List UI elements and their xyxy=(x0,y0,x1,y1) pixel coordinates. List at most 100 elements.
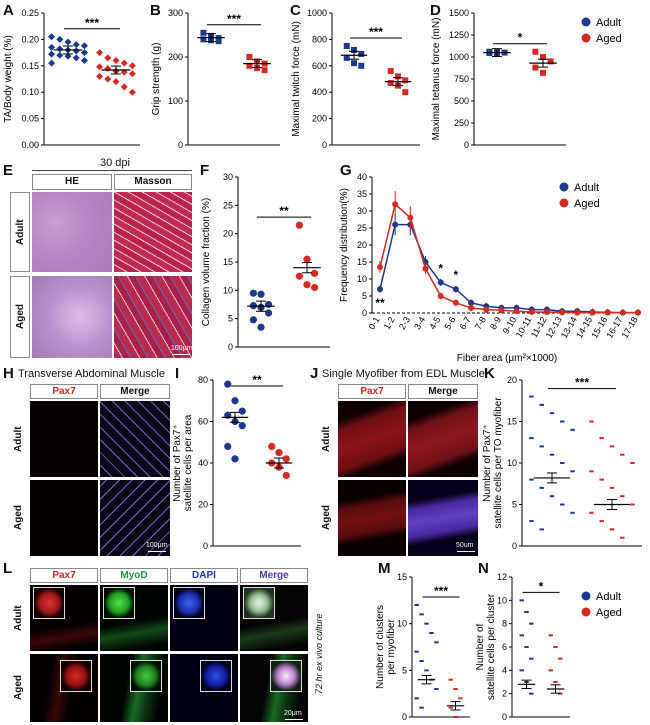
data-point xyxy=(402,89,409,96)
data-point xyxy=(104,54,112,62)
data-point xyxy=(468,304,475,311)
data-point xyxy=(419,613,424,616)
data-point xyxy=(80,42,88,50)
legend-bottom-adult-marker xyxy=(581,591,591,601)
data-point xyxy=(560,420,565,423)
panel-h-merge-aged-image xyxy=(100,480,170,556)
data-point xyxy=(419,660,424,662)
panel-e-scale-label: 100μm xyxy=(171,345,193,352)
data-point xyxy=(351,60,357,67)
y-tick-label: 5 xyxy=(512,500,517,510)
y-tick-label: 1250 xyxy=(449,30,469,40)
data-point xyxy=(246,62,253,69)
y-axis-label: Number of clustersper myofiber xyxy=(376,605,397,689)
data-point xyxy=(532,48,539,55)
chart-m-clusters: 0 5 10 15 Number of clustersper myofiber *** xyxy=(376,572,470,722)
y-tick-label: 0.25 xyxy=(21,8,39,18)
y-tick-label: 2 xyxy=(502,689,507,699)
panel-j-merge-adult-image xyxy=(408,401,478,477)
data-point xyxy=(392,221,399,228)
data-point xyxy=(549,495,555,498)
data-point xyxy=(48,59,56,67)
panel-l-dapi-aged-inset xyxy=(200,660,232,692)
y-axis-label: Collagen volume fraction (%) xyxy=(201,198,212,326)
data-point xyxy=(422,265,429,272)
chart-a-ta-body-weight: 0.00 0.05 0.10 0.15 0.20 0.25 TA/Body weight (… xyxy=(3,8,140,150)
data-point xyxy=(238,407,246,415)
data-point xyxy=(529,478,534,481)
data-point xyxy=(112,57,120,65)
data-point xyxy=(458,697,463,700)
data-point xyxy=(498,307,505,314)
data-point xyxy=(599,520,604,523)
y-tick-label: 20 xyxy=(198,500,208,510)
y-tick-label: 750 xyxy=(454,74,469,84)
data-point xyxy=(635,309,641,316)
y-tick-label: 30 xyxy=(223,172,233,182)
panel-e-header-he: HE xyxy=(32,174,112,190)
panel-l-dapi-adult-inset xyxy=(173,587,205,619)
x-tick-label: 2-3 xyxy=(397,315,412,331)
data-point xyxy=(246,54,253,60)
y-tick-label: 0.10 xyxy=(21,87,39,97)
y-tick-label: 0 xyxy=(228,342,233,352)
y-tick-label: 20 xyxy=(507,375,517,385)
x-tick-label: 7-8 xyxy=(473,315,488,331)
data-point xyxy=(539,486,544,489)
panel-h-pax7-adult-image xyxy=(30,401,98,477)
data-point xyxy=(310,283,319,292)
data-point xyxy=(96,49,104,57)
data-point xyxy=(231,455,239,463)
panel-letter-i: I xyxy=(175,365,180,382)
panel-e-he-adult-image xyxy=(32,192,112,272)
legend-aged-label: Aged xyxy=(596,33,622,45)
panel-letter-n: N xyxy=(478,560,489,577)
x-tick-label: 4-5 xyxy=(427,315,442,331)
series-line xyxy=(379,202,638,314)
data-point xyxy=(630,462,635,464)
data-point xyxy=(549,412,555,415)
significance-label: ** xyxy=(375,296,385,310)
data-point xyxy=(452,299,459,306)
data-point xyxy=(424,669,429,672)
panel-e-scale-bar xyxy=(172,354,190,355)
data-point xyxy=(387,68,394,75)
y-axis-label: Grip strength (g) xyxy=(151,43,162,116)
panel-e-masson-aged-image xyxy=(114,276,192,358)
data-point xyxy=(453,688,458,690)
data-point xyxy=(483,306,490,313)
data-point xyxy=(224,380,232,388)
y-tick-label: 10 xyxy=(397,619,407,629)
data-point xyxy=(257,323,265,331)
panel-e-row-adult: Adult xyxy=(10,192,30,272)
y-tick-label: 400 xyxy=(312,87,327,97)
panel-l-scale-bar xyxy=(285,719,303,720)
data-point xyxy=(48,33,56,41)
x-axis-label: Fiber area (μm²×1000) xyxy=(457,353,558,364)
legend-aged-marker xyxy=(581,33,591,43)
data-point xyxy=(264,309,273,317)
data-point xyxy=(553,646,558,648)
chart-d-tetanus-force: 0 250 500 750 1000 1250 1500 Maximal tetanus fo… xyxy=(431,8,566,150)
data-point xyxy=(268,442,276,450)
panel-letter-e: E xyxy=(3,162,14,179)
panel-h-scale-label: 100μm xyxy=(146,542,168,549)
data-point xyxy=(528,308,535,315)
data-point xyxy=(414,604,419,606)
data-point xyxy=(619,309,626,316)
legend-bottom-aged-label: Aged xyxy=(596,607,622,619)
panel-h-merge-adult-image xyxy=(100,401,170,477)
legend-bottom-adult-label: Adult xyxy=(596,591,621,603)
panel-j-merge-aged-image xyxy=(408,480,478,556)
legend-top: Adult Aged xyxy=(581,17,622,45)
data-point xyxy=(543,308,550,315)
data-point xyxy=(559,309,566,316)
data-point xyxy=(589,420,594,423)
y-tick-label: 250 xyxy=(454,118,469,128)
y-axis-label: Frequency distribution(%) xyxy=(339,188,350,302)
y-tick-label: 100 xyxy=(168,96,183,106)
significance-label: *** xyxy=(434,584,448,598)
data-point xyxy=(48,50,56,58)
series-line xyxy=(379,223,638,314)
data-point xyxy=(387,79,394,86)
